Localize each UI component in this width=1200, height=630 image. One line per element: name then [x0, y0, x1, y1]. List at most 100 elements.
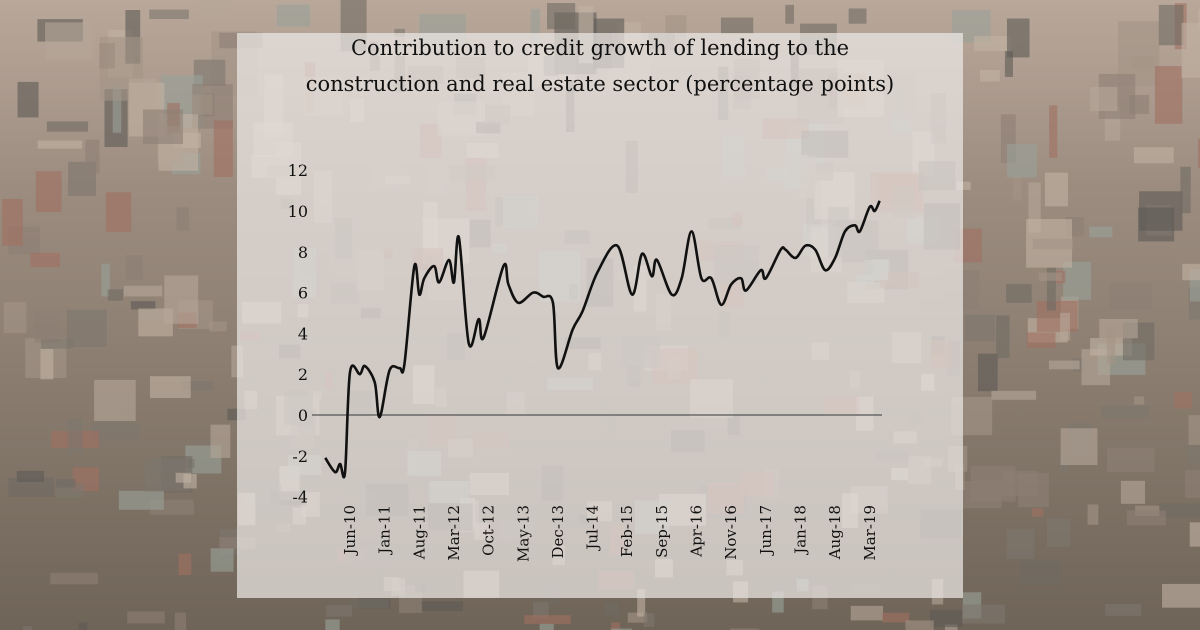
building-shape	[1138, 207, 1175, 242]
building-shape	[46, 121, 89, 132]
building-shape	[1105, 603, 1142, 616]
building-shape	[1182, 263, 1200, 281]
building-shape	[350, 598, 389, 609]
building-shape	[1060, 428, 1098, 466]
building-shape	[1012, 175, 1022, 201]
y-tick-label: 0	[298, 406, 308, 425]
y-tick-label: 4	[298, 324, 308, 343]
building-shape	[1133, 147, 1174, 164]
building-shape	[35, 171, 62, 213]
building-shape	[1006, 283, 1032, 303]
building-shape	[40, 348, 54, 380]
x-tick-label: Dec-13	[549, 505, 567, 558]
building-shape	[1087, 504, 1099, 525]
chart-panel	[237, 33, 963, 598]
building-shape	[213, 120, 233, 178]
building-shape	[1031, 508, 1044, 517]
building-shape	[210, 548, 234, 572]
building-shape	[37, 140, 83, 149]
building-shape	[547, 3, 576, 30]
building-shape	[16, 470, 44, 483]
building-shape	[105, 192, 132, 232]
building-shape	[720, 17, 754, 34]
x-tick-label: Apr-16	[688, 505, 706, 558]
building-shape	[178, 553, 192, 576]
building-shape	[996, 315, 1010, 359]
x-axis: Jun-10 Jan-11 Aug-11 Mar-12 Oct-12 May-13 Dec-…	[341, 505, 879, 562]
building-shape	[34, 313, 61, 343]
building-shape	[905, 620, 934, 630]
x-tick-label: Jun-10	[341, 505, 359, 557]
building-shape	[1129, 95, 1150, 115]
building-shape	[127, 611, 165, 624]
building-shape	[1109, 283, 1153, 310]
building-shape	[130, 301, 156, 310]
building-shape	[1038, 272, 1063, 281]
y-tick-label: -4	[292, 488, 308, 507]
building-shape	[1101, 405, 1150, 419]
building-shape	[977, 353, 998, 392]
building-shape	[1181, 22, 1200, 78]
building-shape	[1032, 238, 1074, 250]
building-shape	[1089, 226, 1113, 238]
x-tick-label: Jun-17	[757, 505, 775, 557]
building-shape	[1044, 172, 1069, 207]
building-shape	[326, 605, 352, 617]
building-shape	[325, 619, 340, 630]
building-shape	[1048, 360, 1080, 370]
y-tick-label: 12	[288, 161, 308, 180]
building-shape	[1046, 518, 1071, 547]
building-shape	[882, 612, 910, 623]
building-shape	[227, 408, 246, 421]
building-shape	[929, 609, 963, 628]
building-shape	[66, 309, 107, 347]
building-shape	[956, 181, 971, 190]
building-shape	[627, 612, 648, 623]
y-tick-label: 6	[298, 284, 308, 303]
building-shape	[610, 628, 632, 630]
building-shape	[1188, 287, 1200, 320]
chart-title-line-2: construction and real estate sector (per…	[305, 72, 895, 96]
building-shape	[1020, 560, 1061, 586]
building-shape	[772, 591, 784, 613]
building-shape	[848, 8, 867, 24]
x-tick-label: Jan-18	[791, 505, 809, 556]
building-shape	[1154, 66, 1183, 124]
building-shape	[643, 612, 655, 628]
x-tick-label: Mar-19	[861, 505, 879, 561]
building-shape	[637, 589, 646, 617]
y-tick-label: 8	[298, 243, 308, 262]
building-shape	[123, 285, 163, 297]
x-tick-label: Aug-18	[826, 505, 844, 560]
building-shape	[1063, 261, 1092, 300]
building-shape	[1188, 415, 1200, 445]
building-shape	[970, 465, 1016, 502]
building-shape	[1059, 312, 1071, 341]
building-shape	[530, 8, 540, 43]
building-shape	[1107, 447, 1155, 473]
building-shape	[191, 94, 213, 115]
y-axis: -4 -2 0 2 4 6 8 10 12	[288, 161, 308, 506]
building-shape	[45, 22, 93, 61]
building-shape	[1049, 105, 1058, 158]
x-tick-label: Feb-15	[618, 505, 636, 557]
building-shape	[1006, 529, 1035, 559]
building-shape	[276, 4, 311, 27]
building-shape	[1134, 396, 1145, 405]
building-shape	[17, 81, 39, 118]
building-shape	[1186, 445, 1200, 465]
building-shape	[118, 490, 164, 510]
series-line	[324, 200, 881, 479]
building-shape	[176, 207, 190, 231]
building-shape	[1159, 503, 1200, 518]
building-shape	[94, 379, 136, 421]
building-shape	[1006, 144, 1037, 178]
building-shape	[107, 289, 123, 301]
x-tick-label: Oct-12	[480, 505, 498, 556]
y-tick-label: 2	[298, 365, 308, 384]
building-shape	[1162, 583, 1200, 608]
building-shape	[125, 255, 143, 280]
building-shape	[174, 612, 187, 630]
building-shape	[197, 0, 231, 14]
x-tick-label: Nov-16	[722, 505, 740, 560]
